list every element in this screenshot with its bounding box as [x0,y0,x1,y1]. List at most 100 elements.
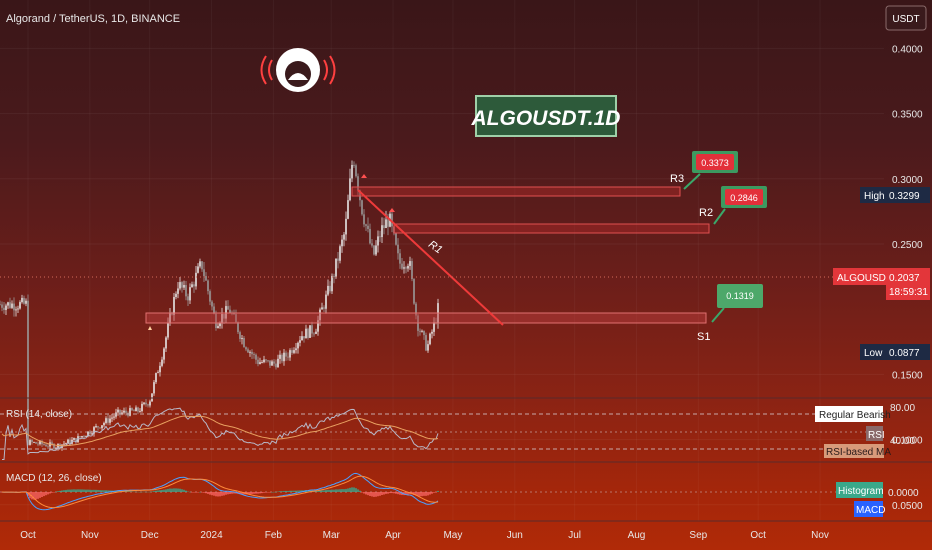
low-value: 0.0877 [889,348,920,359]
low-tag: Low 0.0877 [860,344,930,360]
candle-body [201,261,203,270]
candle-body [267,360,269,362]
histogram-bar [97,489,99,492]
histogram-bar [175,488,177,492]
candle-body [291,350,293,353]
candle-body [63,443,65,445]
symbol-header: Algorand / TetherUS, 1D, BINANCE [6,13,180,25]
histogram-bar [319,490,321,492]
candle-body [247,349,249,353]
logo-icon [260,48,336,92]
candle-body [177,288,179,294]
candle-body [13,303,15,311]
candle-body [309,325,311,338]
candle-body [133,410,135,412]
candle-body [95,426,97,428]
candle-body [227,306,229,310]
candle-body [219,323,221,327]
candle-body [191,284,193,288]
histogram-bar [259,492,261,494]
histogram-bar [221,492,223,496]
candle-body [307,328,309,338]
title-text: ALGOUSDT.1D [471,107,621,130]
x-tick-label: 2024 [200,530,223,541]
rsi-pane: RSI (14, close) Regular Bearish RSI RSI-… [0,397,932,460]
zone-r2 [393,223,710,234]
histogram-bar [199,491,201,493]
histogram-bar [325,490,327,492]
candle-body [377,236,379,246]
candle-body [175,293,177,298]
histogram-bar [145,491,147,493]
candle-body [193,284,195,287]
candle-body [79,436,81,438]
candle-body [11,303,13,308]
histogram-bar [377,492,379,497]
histogram-bar [437,490,439,492]
histogram-bar [257,492,259,494]
candle-body [75,438,77,443]
histogram-bar [337,489,339,492]
histogram-bar [219,492,221,497]
candle-body [305,328,307,339]
histogram-bar [157,490,159,492]
histogram-bar [143,491,145,493]
histogram-bar [55,491,57,493]
candle-body [143,402,145,404]
histogram-bar [197,492,199,493]
histogram-bar [87,489,89,492]
high-tag: High 0.3299 [860,187,930,203]
candle-body [431,331,433,334]
candle-body [115,412,117,417]
histogram-bar [125,491,127,492]
candle-body [331,275,333,292]
annotation-layer: R3 R2 S1 R1 0.3373 0.2846 0.1319 [0,151,862,343]
candle-body [259,362,261,365]
histogram-bar [255,492,257,494]
histogram-bar [133,491,135,493]
candle-body [183,285,185,288]
histogram-bar [209,492,211,495]
candle-body [253,354,255,355]
candle-body [285,352,287,357]
candle-body [0,304,1,306]
histogram-bar [207,492,209,494]
candle-body [303,336,305,339]
currency-label: USDT [892,14,919,25]
candle-body [367,225,369,229]
candle-body [161,359,163,366]
histogram-bar [323,490,325,492]
candle-body [9,302,11,308]
histogram-bar [99,490,101,492]
candle-body [51,442,53,445]
candle-body [379,236,381,238]
histogram-bar [343,489,345,492]
candle-body [185,285,187,297]
histogram-bar [105,490,107,492]
candle-body [369,228,371,244]
histogram-bar [179,488,181,492]
candle-body [173,297,175,315]
histogram-bar [61,490,63,492]
candle-body [311,325,313,334]
histogram-bar [155,490,157,492]
candle-body [365,224,367,226]
callout-r3: 0.3373 [683,151,738,190]
candle-body [301,336,303,341]
histogram-bar [371,492,373,497]
candle-body [31,440,33,443]
histogram-bar [351,487,353,492]
candle-body [101,425,103,429]
candle-body [399,253,401,264]
histogram-bar [183,489,185,492]
histogram-bar [63,490,65,492]
candle-body [395,233,397,245]
histogram-bar [203,492,205,493]
histogram-bar [117,490,119,492]
histogram-bar [333,489,335,492]
candle-body [35,442,37,444]
histogram-bar [27,492,29,496]
currency-button[interactable] [885,5,927,31]
low-label: Low [864,348,883,359]
